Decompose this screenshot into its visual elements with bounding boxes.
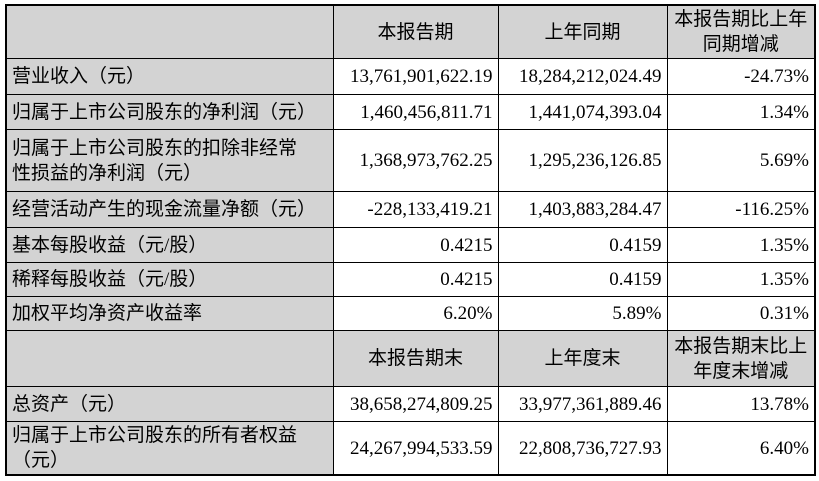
corner-cell xyxy=(5,330,334,388)
current-value: 24,267,994,533.59 xyxy=(332,421,499,476)
col-header-prior-period: 上年同期 xyxy=(497,4,668,60)
col-header-prior-year-end: 上年度末 xyxy=(497,330,668,388)
table-row-revenue: 营业收入（元） 13,761,901,622.19 18,284,212,024… xyxy=(5,58,816,96)
prior-value: 22,808,736,727.93 xyxy=(497,421,668,476)
row-label: 营业收入（元） xyxy=(5,58,334,96)
col-header-current-period: 本报告期 xyxy=(332,4,499,60)
change-value: 0.31% xyxy=(666,296,816,332)
table-row-diluted-eps: 稀释每股收益（元/股） 0.4215 0.4159 1.35% xyxy=(5,262,816,298)
current-value: 13,761,901,622.19 xyxy=(332,58,499,96)
row-label: 归属于上市公司股东的所有者权益 （元） xyxy=(5,421,334,476)
current-value: 1,368,973,762.25 xyxy=(332,129,499,193)
prior-value: 0.4159 xyxy=(497,227,668,264)
row-label: 基本每股收益（元/股） xyxy=(5,227,334,264)
change-value: 1.35% xyxy=(666,227,816,264)
header-row-period-end: 本报告期末 上年度末 本报告期末比上 年度末增减 xyxy=(5,330,816,388)
col-header-period-end-change: 本报告期末比上 年度末增减 xyxy=(666,330,816,388)
change-value: -24.73% xyxy=(666,58,816,96)
current-value: 38,658,274,809.25 xyxy=(332,386,499,423)
row-label: 经营活动产生的现金流量净额（元） xyxy=(5,191,334,229)
prior-value: 5.89% xyxy=(497,296,668,332)
change-value: 6.40% xyxy=(666,421,816,476)
table-row-net-profit-excl-nonrecurring: 归属于上市公司股东的扣除非经常 性损益的净利润（元） 1,368,973,762… xyxy=(5,129,816,193)
change-value: 5.69% xyxy=(666,129,816,193)
table-row-shareholders-equity: 归属于上市公司股东的所有者权益 （元） 24,267,994,533.59 22… xyxy=(5,421,816,476)
change-value: 1.34% xyxy=(666,94,816,131)
current-value: -228,133,419.21 xyxy=(332,191,499,229)
prior-value: 1,295,236,126.85 xyxy=(497,129,668,193)
table-row-total-assets: 总资产（元） 38,658,274,809.25 33,977,361,889.… xyxy=(5,386,816,423)
row-label: 稀释每股收益（元/股） xyxy=(5,262,334,298)
row-label: 加权平均净资产收益率 xyxy=(5,296,334,332)
prior-value: 1,441,074,393.04 xyxy=(497,94,668,131)
row-label: 总资产（元） xyxy=(5,386,334,423)
current-value: 0.4215 xyxy=(332,227,499,264)
col-header-period-change: 本报告期比上年 同期增减 xyxy=(666,4,816,60)
table-row-operating-cash-flow: 经营活动产生的现金流量净额（元） -228,133,419.21 1,403,8… xyxy=(5,191,816,229)
change-value: 13.78% xyxy=(666,386,816,423)
table-row-net-profit: 归属于上市公司股东的净利润（元） 1,460,456,811.71 1,441,… xyxy=(5,94,816,131)
prior-value: 18,284,212,024.49 xyxy=(497,58,668,96)
header-row-period: 本报告期 上年同期 本报告期比上年 同期增减 xyxy=(5,4,816,60)
change-value: -116.25% xyxy=(666,191,816,229)
table-row-weighted-avg-roe: 加权平均净资产收益率 6.20% 5.89% 0.31% xyxy=(5,296,816,332)
financial-summary-table: 本报告期 上年同期 本报告期比上年 同期增减 营业收入（元） 13,761,90… xyxy=(5,4,816,477)
change-value: 1.35% xyxy=(666,262,816,298)
row-label: 归属于上市公司股东的扣除非经常 性损益的净利润（元） xyxy=(5,129,334,193)
current-value: 6.20% xyxy=(332,296,499,332)
corner-cell xyxy=(5,4,334,60)
table-row-basic-eps: 基本每股收益（元/股） 0.4215 0.4159 1.35% xyxy=(5,227,816,264)
current-value: 1,460,456,811.71 xyxy=(332,94,499,131)
prior-value: 33,977,361,889.46 xyxy=(497,386,668,423)
prior-value: 0.4159 xyxy=(497,262,668,298)
prior-value: 1,403,883,284.47 xyxy=(497,191,668,229)
current-value: 0.4215 xyxy=(332,262,499,298)
col-header-current-period-end: 本报告期末 xyxy=(332,330,499,388)
row-label: 归属于上市公司股东的净利润（元） xyxy=(5,94,334,131)
